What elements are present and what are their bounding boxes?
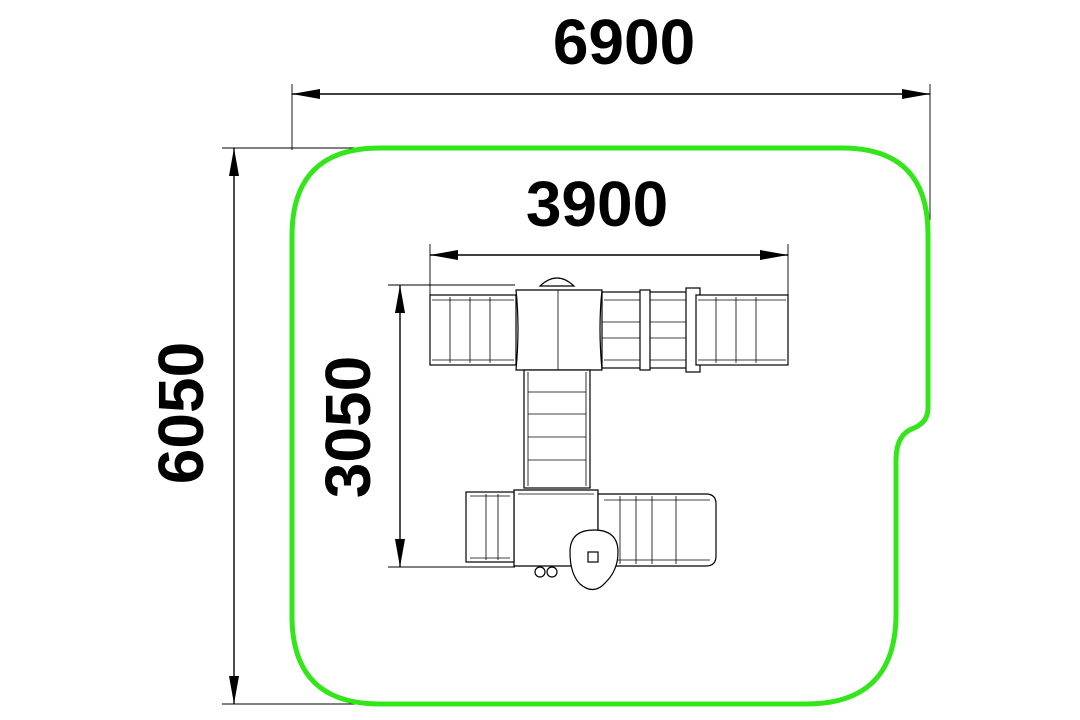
left-top-platform — [429, 294, 517, 366]
ground-rings — [534, 566, 558, 578]
equipment-depth-dimension: 3050 — [312, 284, 515, 568]
safety-zone-outline — [289, 145, 931, 707]
overall-depth-dimension: 6050 — [145, 147, 400, 705]
vertical-ramp — [523, 369, 591, 489]
playground-equipment-plan — [429, 277, 789, 591]
overall-depth-label: 6050 — [145, 342, 217, 484]
lower-right-slide — [597, 493, 717, 567]
equipment-depth-label: 3050 — [312, 356, 384, 498]
round-panel — [569, 529, 619, 591]
overall-width-dimension: 6900 — [291, 6, 931, 220]
right-top-platform — [695, 294, 789, 366]
horizontal-bridge — [601, 287, 701, 373]
equipment-width-label: 3900 — [526, 168, 668, 240]
overall-width-label: 6900 — [553, 6, 695, 78]
lower-left-slide — [465, 491, 515, 563]
equipment-width-dimension: 3900 — [429, 168, 789, 295]
tower-roof — [515, 277, 603, 371]
